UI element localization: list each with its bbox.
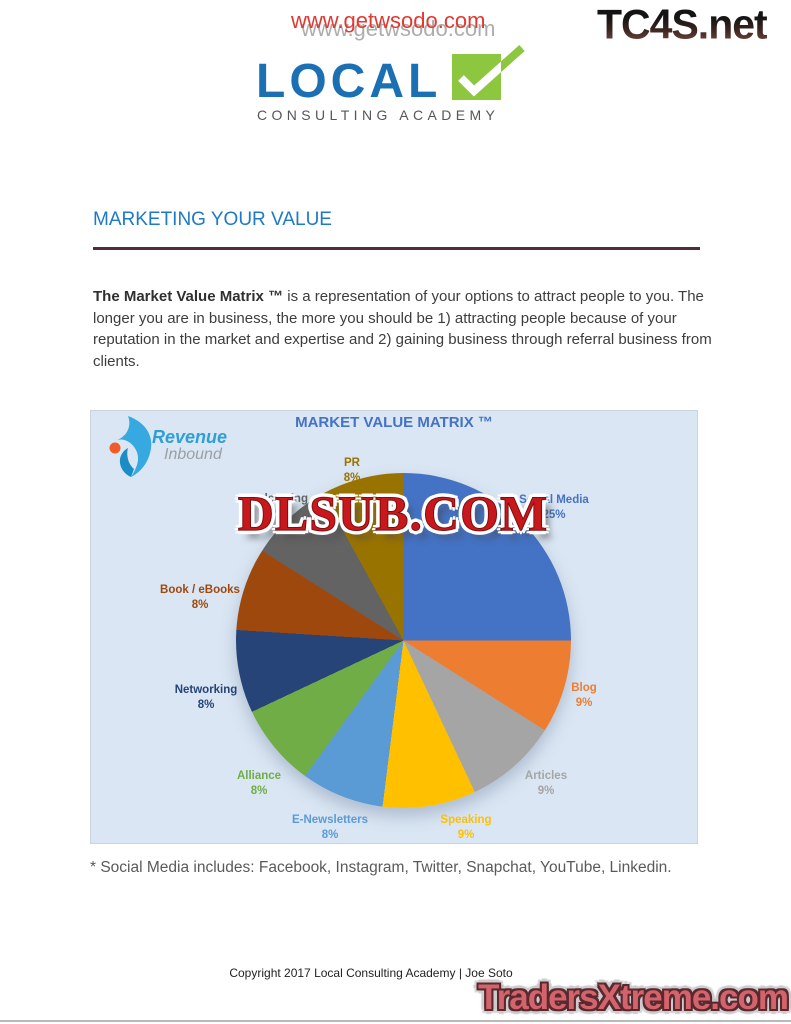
copyright-line: Copyright 2017 Local Consulting Academy … [229,966,513,980]
tc4s-watermark-logo: TC4S.net [597,0,768,48]
revenue-inbound-brand-line2: Inbound [164,446,222,463]
body-paragraph: The Market Value Matrix ™ is a represent… [93,286,715,372]
pie-label-pr: PR 8% [343,457,361,484]
page-title: MARKETING YOUR VALUE [93,209,332,230]
checkmark-icon [452,45,525,100]
pie-label-e-newsletters: E-Newsletters 8% [291,814,369,841]
pie-label-alliance: Alliance 8% [236,770,282,797]
pie-label-podcasting: Podcasting 8% [246,493,308,520]
tradersxtreme-watermark: TradersXtreme.com [478,978,789,1017]
url-watermark-shadow: www.getwsodo.com [301,16,496,41]
revenue-inbound-icon [109,416,152,477]
local-logo-title: LOCAL [256,55,442,108]
pie-label-blog: Blog 9% [571,682,597,709]
paragraph-text: is a representation of your options to a… [93,288,712,370]
pie-label-social-media: Social Media 25% [519,494,589,521]
paragraph-bold-lead: The Market Value Matrix ™ [93,288,284,305]
dlsub-watermark: DLSUB.COM [237,485,549,542]
pie-label-speaking: Speaking 9% [440,814,492,841]
revenue-inbound-brand-line1: Revenue [152,427,228,447]
pie-chart [236,473,571,808]
social-media-footnote: * Social Media includes: Facebook, Insta… [90,859,672,876]
local-logo-subtitle: CONSULTING ACADEMY [257,107,500,123]
pie-label-book-ebooks: Book / eBooks 8% [160,584,240,611]
url-watermark: www.getwsodo.com [291,8,486,33]
chart-title: MARKET VALUE MATRIX ™ [295,414,493,431]
pie-label-networking: Networking 8% [174,684,238,711]
pie-label-articles: Articles 9% [524,770,568,797]
heading-divider [93,247,700,250]
page-bottom-edge [0,1020,791,1022]
